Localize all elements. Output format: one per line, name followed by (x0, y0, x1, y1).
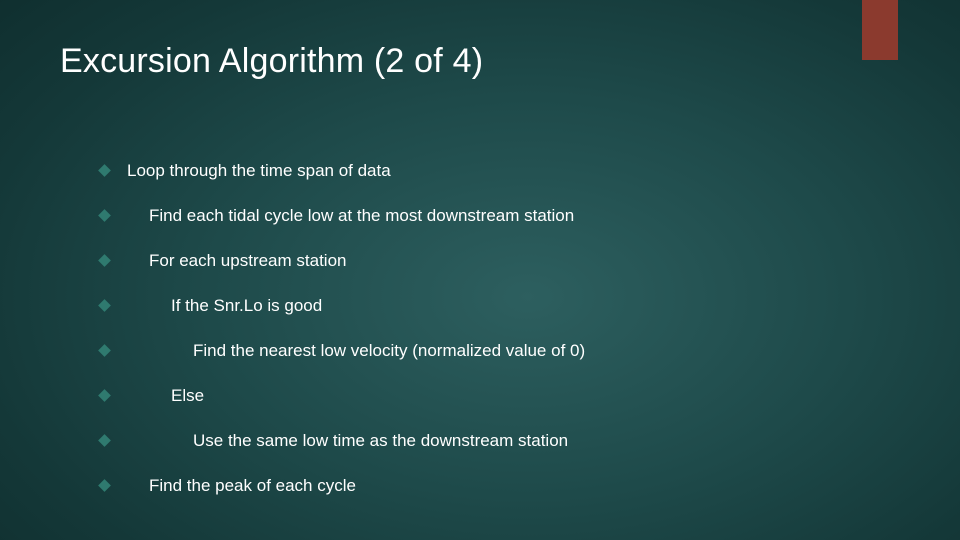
diamond-bullet-icon (98, 254, 111, 267)
list-item-text: For each upstream station (127, 250, 900, 273)
list-item: Else (100, 385, 900, 408)
list-item-text: Use the same low time as the downstream … (127, 430, 900, 453)
slide-title: Excursion Algorithm (2 of 4) (60, 42, 483, 81)
diamond-bullet-icon (98, 164, 111, 177)
diamond-bullet-icon (98, 209, 111, 222)
list-item-text: If the Snr.Lo is good (127, 295, 900, 318)
list-item-text: Else (127, 385, 900, 408)
list-item-text: Find the peak of each cycle (127, 475, 900, 498)
list-item: If the Snr.Lo is good (100, 295, 900, 318)
list-item: Find the nearest low velocity (normalize… (100, 340, 900, 363)
list-item: Use the same low time as the downstream … (100, 430, 900, 453)
list-item: For each upstream station (100, 250, 900, 273)
list-item: Find the peak of each cycle (100, 475, 900, 498)
list-item-text: Find the nearest low velocity (normalize… (127, 340, 900, 363)
list-item: Find each tidal cycle low at the most do… (100, 205, 900, 228)
list-item-text: Find each tidal cycle low at the most do… (127, 205, 900, 228)
diamond-bullet-icon (98, 479, 111, 492)
list-item: Loop through the time span of data (100, 160, 900, 183)
diamond-bullet-icon (98, 344, 111, 357)
diamond-bullet-icon (98, 299, 111, 312)
diamond-bullet-icon (98, 389, 111, 402)
accent-bar (862, 0, 898, 60)
list-item-text: Loop through the time span of data (127, 160, 900, 183)
slide-body: Loop through the time span of data Find … (100, 160, 900, 520)
diamond-bullet-icon (98, 434, 111, 447)
